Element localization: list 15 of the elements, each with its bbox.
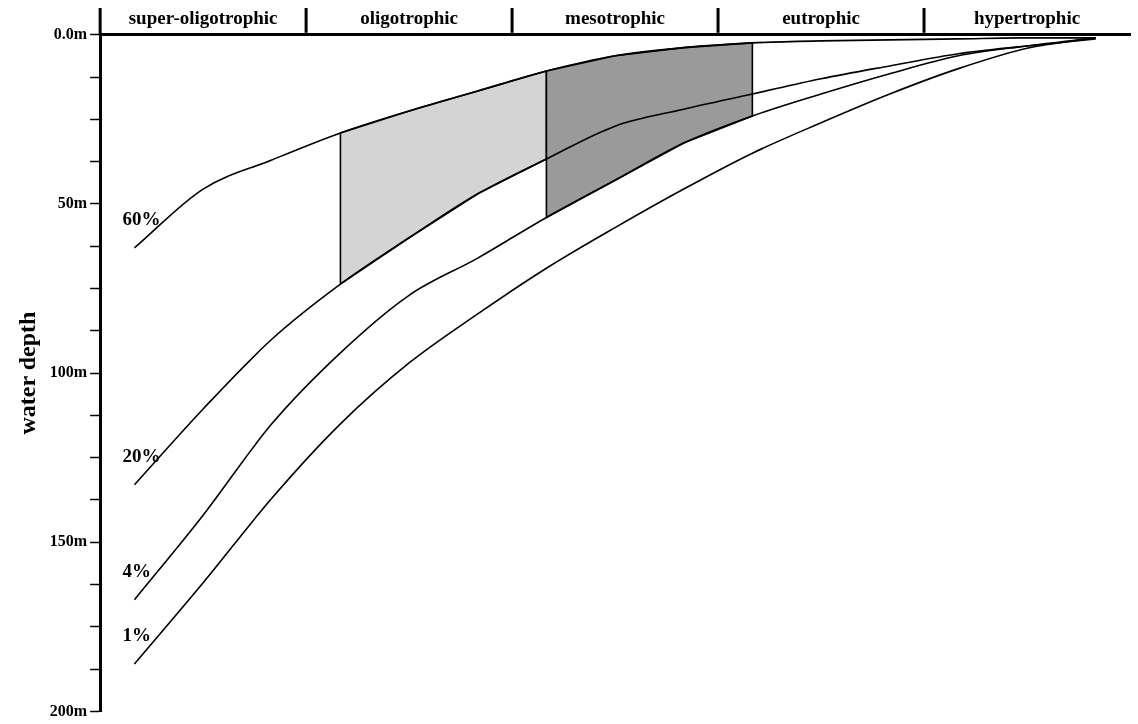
y-axis-title: water depth [13,311,40,435]
y-tick-label: 200m [49,701,88,719]
series-label: 60% [122,207,161,229]
x-tick-label: hypertrophic [973,7,1081,29]
series-label: 1% [122,623,151,645]
series-label: 20% [122,444,161,466]
x-tick-label: oligotrophic [360,7,458,29]
y-tick-label: 100m [49,363,88,381]
series-label: 4% [122,559,151,581]
y-tick-label: 50m [57,194,88,212]
x-tick-label: mesotrophic [565,7,666,29]
y-tick-label: 150m [49,532,88,550]
y-tick-label: 0.0m [53,24,88,42]
x-tick-label: eutrophic [782,7,860,29]
x-tick-label: super-oligotrophic [128,7,278,29]
